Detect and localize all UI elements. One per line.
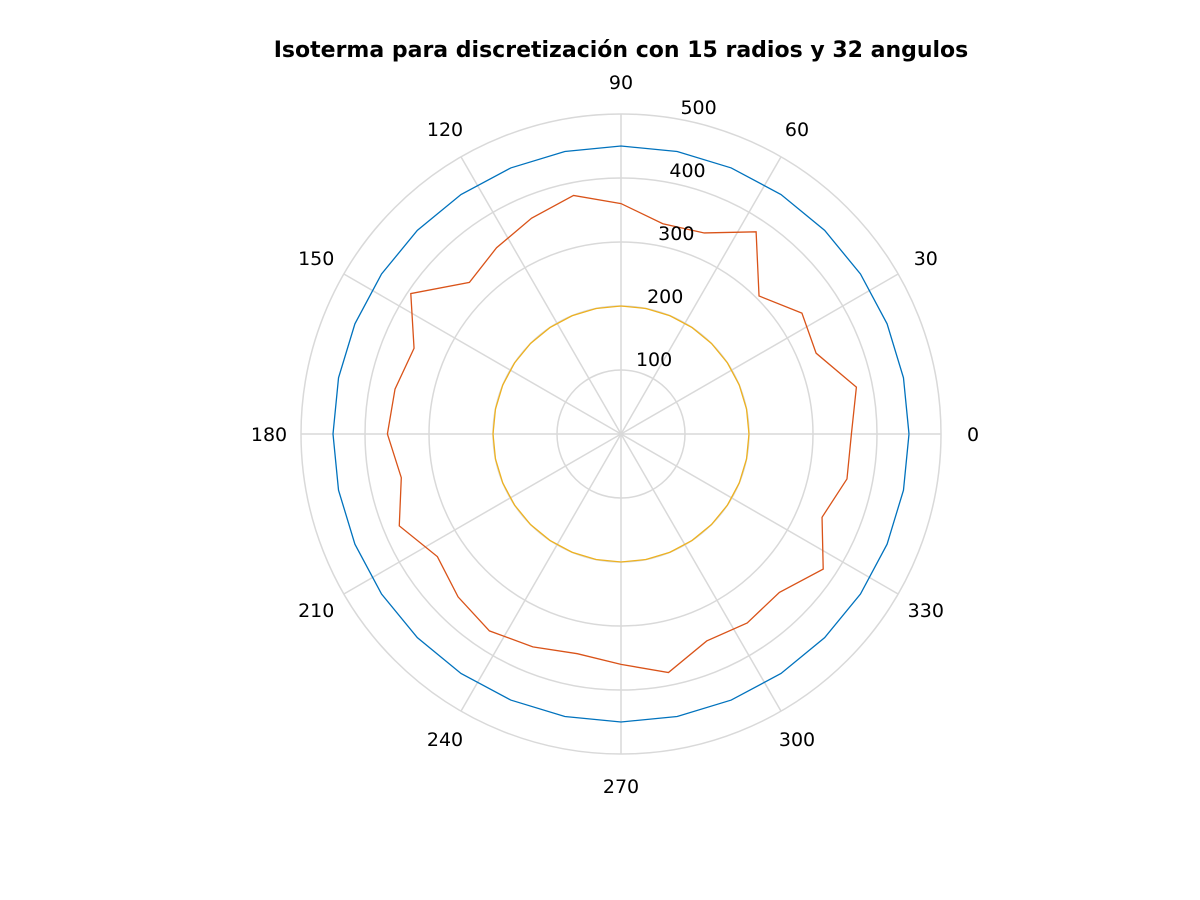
angle-tick-label-60: 60	[785, 119, 809, 141]
series-layer	[332, 145, 910, 723]
angular-gridline-60	[620, 156, 782, 435]
angle-tick-label-270: 270	[603, 776, 639, 798]
series-2-line	[386, 194, 858, 674]
angle-tick-label-210: 210	[298, 600, 334, 622]
angle-tick-label-120: 120	[427, 119, 463, 141]
series-3-line	[492, 305, 750, 563]
radius-tick-labels: 100 200 300 400 500	[636, 97, 717, 371]
chart-title: Isoterma para discretización con 15 radi…	[274, 38, 969, 63]
angular-gridline-240	[460, 433, 622, 712]
angular-gridline-330	[620, 433, 899, 595]
polar-grid	[300, 113, 942, 755]
radius-tick-label-500: 500	[680, 97, 716, 119]
radius-tick-label-200: 200	[647, 286, 683, 308]
angle-tick-labels: 0 30 60 90 120 150 180 210 240 270 300 330	[251, 72, 979, 798]
series-1-line	[332, 145, 910, 723]
angle-tick-label-0: 0	[967, 424, 979, 446]
angle-tick-label-300: 300	[779, 729, 815, 751]
angle-tick-label-90: 90	[609, 72, 633, 94]
angle-tick-label-240: 240	[427, 729, 463, 751]
radius-tick-label-100: 100	[636, 349, 672, 371]
angular-gridline-120	[460, 156, 622, 435]
angular-gridline-300	[620, 433, 782, 712]
angular-gridline-150	[343, 273, 622, 435]
angle-tick-label-330: 330	[908, 600, 944, 622]
angular-gridline-30	[620, 273, 899, 435]
angle-tick-label-180: 180	[251, 424, 287, 446]
angle-tick-label-30: 30	[914, 248, 938, 270]
angular-gridline-210	[343, 433, 622, 595]
angle-tick-label-150: 150	[298, 248, 334, 270]
radius-tick-label-400: 400	[669, 160, 705, 182]
radius-tick-label-300: 300	[658, 223, 694, 245]
